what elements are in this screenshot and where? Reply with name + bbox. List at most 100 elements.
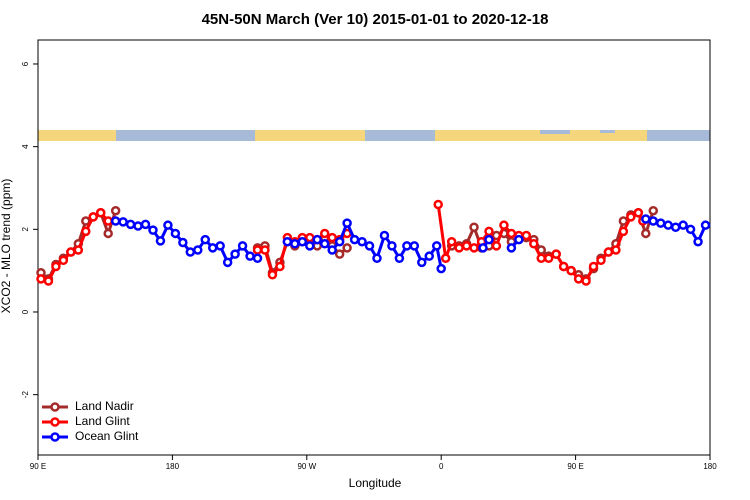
point <box>648 205 659 216</box>
point <box>58 255 69 266</box>
point <box>603 247 614 257</box>
legend-label: Ocean Glint <box>75 429 139 443</box>
point <box>312 234 323 245</box>
point <box>267 270 278 280</box>
point <box>543 253 554 263</box>
x-tick-label: 90 W <box>297 462 316 471</box>
point <box>73 245 84 255</box>
point <box>618 216 629 226</box>
chart-title: 45N-50N March (Ver 10) 2015-01-01 to 202… <box>202 11 549 28</box>
point <box>200 234 211 245</box>
point <box>514 234 524 245</box>
point <box>551 249 561 259</box>
point <box>402 241 412 251</box>
plot-frame <box>37 39 711 456</box>
point <box>260 245 270 255</box>
point <box>379 230 390 241</box>
point <box>110 216 121 226</box>
point <box>207 243 218 253</box>
y-axis-label: XCO2 - MLO trend (ppm) <box>0 179 13 314</box>
point <box>342 243 352 253</box>
point <box>558 261 569 272</box>
point <box>536 253 547 263</box>
point <box>305 232 315 243</box>
point <box>163 220 173 230</box>
point <box>148 225 158 235</box>
point <box>327 245 337 255</box>
point <box>417 257 427 268</box>
point <box>372 253 382 263</box>
point <box>215 241 225 251</box>
point <box>349 234 360 245</box>
point <box>491 241 502 251</box>
point <box>193 245 203 255</box>
point <box>170 228 181 239</box>
point <box>237 241 248 251</box>
point <box>611 245 621 255</box>
point <box>506 228 517 239</box>
legend-label: Land Glint <box>75 414 130 428</box>
point <box>140 219 151 230</box>
x-tick-label: 180 <box>166 462 180 471</box>
y-tick-label: -2 <box>21 391 30 399</box>
point <box>81 226 91 237</box>
point <box>334 249 345 259</box>
point <box>327 232 337 243</box>
point <box>521 230 532 241</box>
point <box>290 239 300 249</box>
point <box>297 236 308 247</box>
legend-marker <box>50 402 60 412</box>
point <box>305 241 315 251</box>
point <box>282 236 293 247</box>
point <box>566 265 576 276</box>
point <box>155 236 166 246</box>
point <box>409 241 420 251</box>
point <box>433 199 443 210</box>
point <box>357 236 367 247</box>
point <box>275 261 285 272</box>
y-tick-label: 2 <box>21 227 30 232</box>
point <box>222 257 233 268</box>
point <box>626 212 636 222</box>
point <box>81 216 91 226</box>
point <box>596 255 606 266</box>
point <box>110 205 121 216</box>
point <box>364 241 375 251</box>
point <box>641 214 651 224</box>
legend-label: Land Nadir <box>75 399 134 413</box>
point <box>103 228 113 239</box>
point <box>529 239 539 249</box>
point <box>334 236 345 247</box>
point <box>484 226 494 237</box>
x-tick-label: 0 <box>439 462 444 471</box>
point <box>133 221 143 231</box>
x-tick-label: 90 E <box>567 462 583 471</box>
point <box>431 241 442 251</box>
point <box>95 208 106 218</box>
point <box>245 251 255 261</box>
point <box>588 261 599 272</box>
point <box>440 253 451 263</box>
point <box>394 253 405 263</box>
point <box>655 218 666 228</box>
point <box>103 216 113 226</box>
point <box>319 239 330 249</box>
point <box>663 220 673 230</box>
point <box>506 243 517 253</box>
point <box>484 234 494 245</box>
point <box>469 222 479 232</box>
point <box>51 261 61 272</box>
point <box>252 253 263 263</box>
point <box>125 219 136 230</box>
point <box>670 222 681 232</box>
point <box>693 236 703 247</box>
point <box>478 243 488 253</box>
point <box>573 274 584 284</box>
point <box>700 220 711 230</box>
point <box>618 226 629 237</box>
point <box>185 247 196 257</box>
y-tick-label: 4 <box>21 144 30 149</box>
point <box>461 241 472 251</box>
